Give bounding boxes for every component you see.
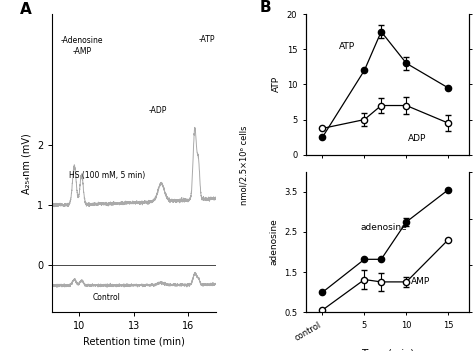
Text: -ADP: -ADP: [148, 106, 167, 115]
Text: HS (100 mM, 5 min): HS (100 mM, 5 min): [69, 171, 145, 180]
Text: B: B: [260, 0, 272, 15]
X-axis label: Retention time (min): Retention time (min): [83, 337, 185, 347]
Text: ATP: ATP: [339, 42, 356, 51]
Text: adenosine: adenosine: [360, 223, 407, 232]
Text: nmol/2.5×10⁶ cells: nmol/2.5×10⁶ cells: [240, 125, 248, 205]
Y-axis label: A₂₅₄nm (mV): A₂₅₄nm (mV): [21, 133, 31, 194]
Text: ADP: ADP: [408, 134, 427, 143]
Text: -ATP: -ATP: [199, 35, 215, 44]
Text: AMP: AMP: [410, 277, 430, 286]
Text: Control: Control: [93, 293, 120, 303]
X-axis label: Time (min): Time (min): [361, 349, 414, 351]
Text: A: A: [19, 2, 31, 17]
Text: -Adenosine
-AMP: -Adenosine -AMP: [61, 37, 103, 56]
Y-axis label: ATP: ATP: [272, 77, 281, 92]
Y-axis label: adenosine: adenosine: [270, 219, 279, 265]
